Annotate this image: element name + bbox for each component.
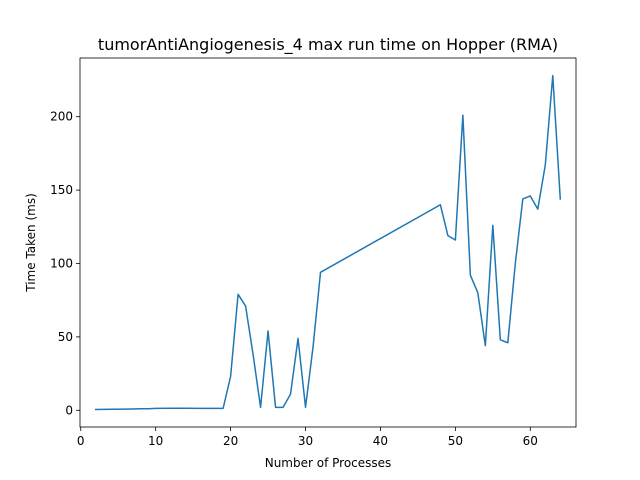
axes-frame [79, 57, 577, 428]
y-tick-label: 100 [50, 256, 73, 270]
x-tick-label: 20 [223, 434, 238, 448]
x-tick-label: 60 [523, 434, 538, 448]
x-axis: 0 10 20 30 40 50 60 [77, 427, 538, 448]
x-tick-label: 30 [298, 434, 313, 448]
y-tick-label: 200 [50, 110, 73, 124]
x-tick-label: 10 [148, 434, 163, 448]
x-tick-label: 40 [373, 434, 388, 448]
x-tick-label: 0 [77, 434, 85, 448]
x-axis-title: Number of Processes [265, 456, 392, 470]
chart-title: tumorAntiAngiogenesis_4 max run time on … [98, 35, 558, 55]
series-layer [94, 74, 562, 411]
y-axis-title: Time Taken (ms) [24, 193, 38, 293]
y-axis: 0 50 100 150 200 [50, 110, 80, 417]
plot-area [79, 57, 577, 428]
series-line [94, 74, 562, 411]
x-tick-label: 50 [448, 434, 463, 448]
y-tick-label: 150 [50, 183, 73, 197]
y-tick-label: 50 [58, 330, 73, 344]
plot-background [80, 58, 576, 427]
y-tick-label: 0 [65, 403, 73, 417]
